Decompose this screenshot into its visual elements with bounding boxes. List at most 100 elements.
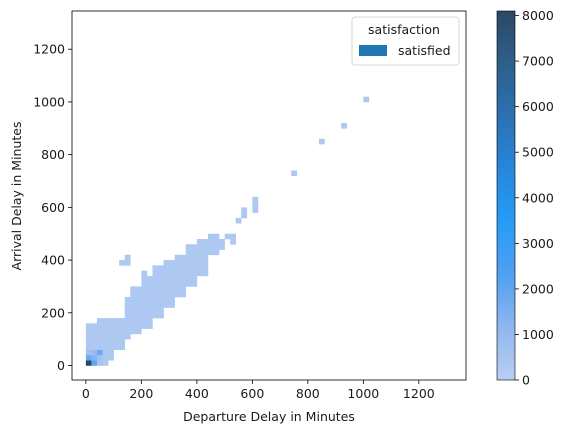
legend-swatch-satisfied xyxy=(359,45,387,56)
heatmap-cell xyxy=(158,312,164,319)
heatmap-cell xyxy=(108,354,114,361)
heatmap-cell xyxy=(163,302,170,308)
heatmap-cell xyxy=(252,196,259,203)
heatmap-cell xyxy=(141,286,148,292)
heatmap-cell xyxy=(169,296,175,303)
heatmap-cell xyxy=(180,270,187,277)
heatmap-cell xyxy=(152,275,159,282)
heatmap-cell xyxy=(191,254,198,261)
heatmap-cell xyxy=(152,307,159,314)
heatmap-cell xyxy=(252,207,259,213)
heatmap-cell xyxy=(185,254,192,261)
heatmap-cell xyxy=(180,260,187,266)
colorbar-tick-label: 8000 xyxy=(522,8,554,23)
heatmap-cell xyxy=(363,96,370,103)
colorbar-tick-label: 3000 xyxy=(522,236,554,251)
heatmap-cell xyxy=(230,238,236,245)
heatmap-cell xyxy=(141,275,148,282)
legend-title: satisfaction xyxy=(368,22,440,37)
heatmap-cell xyxy=(102,339,109,345)
heatmap-cell xyxy=(230,233,236,240)
heatmap-cell xyxy=(207,233,214,240)
heatmap-cell xyxy=(163,296,170,303)
heatmap-cell xyxy=(135,291,142,298)
heatmap-cell xyxy=(113,318,120,324)
heatmap-cell xyxy=(152,296,159,303)
heatmap-cell xyxy=(141,281,148,287)
heatmap-cell xyxy=(141,323,148,329)
heatmap-cell xyxy=(124,302,131,308)
heatmap-cell xyxy=(124,296,131,303)
heatmap-cell xyxy=(196,244,203,250)
heatmap-cell xyxy=(146,312,153,319)
heatmap-cell xyxy=(96,344,103,350)
heatmap-cell xyxy=(219,238,225,245)
colorbar-tick-label: 6000 xyxy=(522,99,554,114)
heatmap-cell xyxy=(130,296,137,303)
x-tick-label: 800 xyxy=(296,386,320,401)
heatmap-cell xyxy=(191,249,198,256)
heatmap-cell xyxy=(130,286,137,292)
heatmap-cell xyxy=(213,249,220,256)
heatmap-cell xyxy=(180,281,187,287)
heatmap-cell xyxy=(180,254,187,261)
heatmap-cell xyxy=(146,275,153,282)
heatmap-cell xyxy=(85,344,92,350)
heatmap-cell xyxy=(174,291,181,298)
heatmap-cell xyxy=(102,349,109,356)
heatmap-cell xyxy=(146,323,153,329)
heatmap-cell xyxy=(241,212,248,219)
heatmap-cell xyxy=(91,323,98,329)
heatmap-cell xyxy=(146,318,153,324)
heatmap-cell xyxy=(130,307,137,314)
heatmap-cell xyxy=(241,207,248,213)
heatmap-cell xyxy=(130,302,137,308)
heatmap-cell xyxy=(91,349,98,356)
heatmap-cell xyxy=(141,296,148,303)
y-tick-label: 600 xyxy=(41,200,65,215)
heatmap-cell xyxy=(207,244,214,250)
heatmap-cell xyxy=(102,344,109,350)
heatmap-cell xyxy=(185,249,192,256)
heatmap-cell xyxy=(124,318,131,324)
heatmap-cell xyxy=(191,260,198,266)
heatmap-cell xyxy=(158,296,164,303)
heatmap-cell xyxy=(185,270,192,277)
legend-label-satisfied: satisfied xyxy=(398,43,451,58)
heatmap-cell xyxy=(169,302,175,308)
heatmap-cell xyxy=(85,328,92,335)
heatmap-cell xyxy=(135,302,142,308)
heatmap-cell xyxy=(213,244,220,250)
heatmap-cell xyxy=(146,281,153,287)
heatmap-cell xyxy=(135,286,142,292)
heatmap-cell xyxy=(113,344,120,350)
heatmap-cell xyxy=(113,328,120,335)
heatmap-cell xyxy=(135,328,142,335)
heatmap-cell xyxy=(152,286,159,292)
heatmap-cell xyxy=(174,254,181,261)
y-axis-label: Arrival Delay in Minutes xyxy=(9,122,24,271)
heatmap-cell xyxy=(135,312,142,319)
heatmap-cell xyxy=(169,265,175,271)
heatmap-cell xyxy=(91,360,98,366)
heatmap-cell xyxy=(169,291,175,298)
heatmap-cell xyxy=(108,349,114,356)
x-axis: 0 200 400 600 800 1000 1200 xyxy=(82,380,435,401)
heatmap-cell xyxy=(91,339,98,345)
heatmap-cell xyxy=(185,244,192,250)
heatmap-cell xyxy=(108,333,114,340)
x-tick-label: 1000 xyxy=(347,386,379,401)
y-tick-label: 200 xyxy=(41,305,65,320)
heatmap-cell xyxy=(207,238,214,245)
heatmap-cell xyxy=(158,286,164,292)
colorbar-tick-label: 2000 xyxy=(522,281,554,296)
heatmap-cell xyxy=(174,260,181,266)
heatmap-cell xyxy=(91,354,98,361)
heatmap-cell xyxy=(102,323,109,329)
x-tick-label: 600 xyxy=(240,386,264,401)
heatmap-cell xyxy=(124,323,131,329)
heatmap-cell xyxy=(119,318,126,324)
heatmap-cell xyxy=(141,318,148,324)
colorbar-tick-label: 7000 xyxy=(522,54,554,69)
heatmap-cell xyxy=(163,265,170,271)
